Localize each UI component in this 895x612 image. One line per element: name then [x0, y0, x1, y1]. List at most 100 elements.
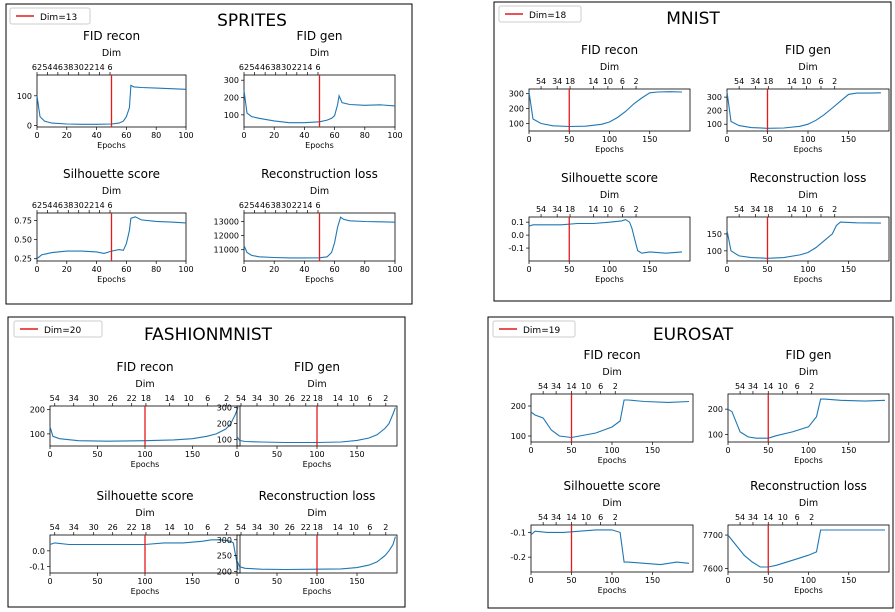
x-tick-label: 150 [642, 265, 657, 274]
top-axis-label: Dim [102, 186, 121, 197]
top-tick-label: 18 [763, 205, 773, 214]
x-tick-label: 0 [241, 131, 246, 140]
subplot-title: Reconstruction loss [259, 489, 376, 503]
y-tick-label: 250 [217, 552, 232, 561]
x-tick-label: 150 [349, 577, 364, 586]
top-tick-label: 22 [127, 394, 137, 403]
top-tick-label: 2 [383, 394, 388, 403]
top-axis-label: Dim [135, 379, 154, 390]
legend-label: Dim=13 [40, 13, 77, 23]
top-tick-label: 6 [315, 63, 320, 72]
top-tick-label: 26 [108, 523, 118, 532]
top-tick-label: 54 [236, 394, 246, 403]
subplot-title: FID recon [83, 29, 140, 43]
x-tick-label: 50 [763, 446, 773, 455]
series-line [727, 398, 886, 439]
top-tick-label: 14 [94, 63, 104, 72]
y-tick-label: 300 [707, 93, 722, 102]
y-tick-label: 0.75 [14, 217, 32, 226]
top-tick-label: 14 [588, 205, 598, 214]
top-axis-label: Dim [600, 62, 619, 73]
x-axis-label: Epochs [303, 460, 332, 469]
top-tick-label: 62 [239, 63, 249, 72]
top-tick-label: 54 [734, 205, 744, 214]
y-tick-label: 200 [217, 567, 232, 576]
subplot-silhouette-score: Silhouette score Dim 54 34 30 26 22 18 14 10 6 2 0 50… [29, 489, 241, 596]
top-tick-label: 26 [285, 394, 295, 403]
top-tick-label: 18 [313, 523, 323, 532]
x-tick-label: 150 [841, 135, 856, 144]
top-tick-label: 54 [236, 523, 246, 532]
series-line [236, 407, 396, 444]
top-tick-label: 30 [74, 63, 84, 72]
y-tick-label: 100 [217, 436, 232, 445]
top-tick-label: 30 [74, 201, 84, 210]
top-tick-label: 2 [634, 205, 639, 214]
axes-box [530, 393, 694, 443]
x-tick-label: 100 [602, 135, 617, 144]
subplot-title: Silhouette score [96, 489, 193, 503]
axes-box [528, 216, 691, 262]
y-tick-label: 200 [708, 405, 723, 414]
top-tick-label: 22 [292, 63, 302, 72]
top-tick-label: 14 [763, 382, 773, 391]
top-axis-label: Dim [602, 367, 621, 378]
x-tick-label: 50 [566, 446, 576, 455]
y-tick-label: 100 [511, 432, 526, 441]
top-tick-label: 10 [778, 382, 788, 391]
panel-frame [5, 3, 413, 305]
x-tick-label: 100 [309, 450, 324, 459]
top-tick-label: 10 [184, 523, 194, 532]
x-tick-label: 0 [528, 446, 533, 455]
y-tick-label: 0.25 [14, 255, 32, 264]
panel-title: FASHIONMNIST [144, 325, 273, 345]
x-tick-label: 0 [724, 265, 729, 274]
top-tick-label: 14 [787, 77, 797, 86]
top-tick-label: 22 [127, 523, 137, 532]
x-tick-label: 100 [387, 131, 402, 140]
y-tick-label: 150 [707, 230, 722, 239]
top-tick-label: 14 [566, 382, 576, 391]
panel-frame [487, 316, 894, 609]
top-tick-label: 14 [333, 523, 343, 532]
subplot-reconstruction-loss: Reconstruction loss Dim 54 34 18 14 10 6 2 0 50 100… [707, 171, 890, 284]
y-tick-label: 7600 [703, 565, 723, 574]
x-tick-label: 150 [185, 450, 200, 459]
top-tick-label: 34 [551, 513, 561, 522]
x-tick-label: 50 [272, 450, 282, 459]
top-axis-label: Dim [307, 508, 326, 519]
top-tick-label: 22 [292, 201, 302, 210]
top-tick-label: 10 [581, 513, 591, 522]
y-tick-label: 200 [30, 406, 45, 415]
x-tick-label: 50 [762, 265, 772, 274]
top-tick-label: 26 [108, 394, 118, 403]
y-tick-label: 100 [509, 120, 524, 129]
x-tick-label: 100 [602, 265, 617, 274]
x-axis-label: Epochs [595, 145, 624, 154]
subplot-title: Silhouette score [563, 479, 660, 493]
x-tick-label: 100 [178, 131, 193, 140]
series-line [528, 218, 683, 254]
top-tick-label: 34 [750, 205, 760, 214]
x-axis-label: Epochs [794, 586, 823, 595]
top-tick-label: 14 [165, 523, 175, 532]
x-tick-label: 20 [62, 265, 72, 274]
legend: Dim=18 [498, 5, 582, 23]
top-tick-label: 2 [613, 382, 618, 391]
top-tick-label: 6 [598, 513, 603, 522]
top-tick-label: 38 [271, 201, 281, 210]
x-axis-label: Epochs [131, 460, 160, 469]
top-tick-label: 54 [734, 77, 744, 86]
x-axis-label: Epochs [595, 275, 624, 284]
y-tick-label: 0.0 [511, 231, 524, 240]
legend-label: Dim=18 [529, 11, 566, 21]
x-tick-label: 150 [645, 576, 660, 585]
x-tick-label: 0 [241, 265, 246, 274]
x-tick-label: 80 [360, 265, 370, 274]
top-tick-label: 54 [538, 513, 548, 522]
top-tick-label: 18 [565, 77, 575, 86]
